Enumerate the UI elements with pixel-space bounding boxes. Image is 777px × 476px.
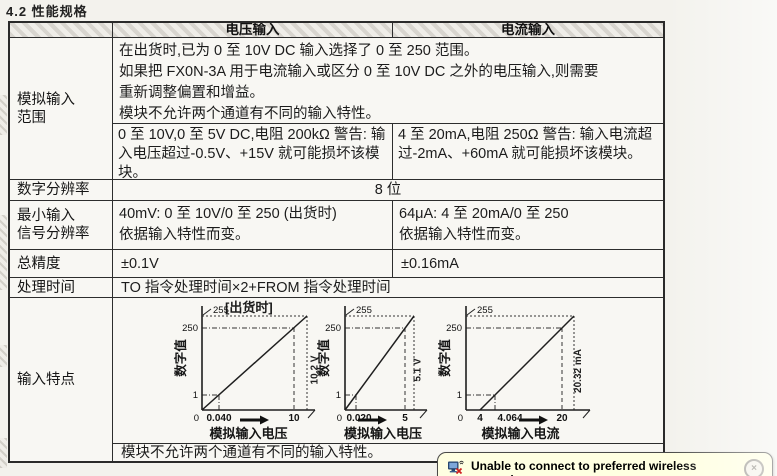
- current-range-warning: 4 至 20mA,电阻 250Ω 警告: 输入电流超过-2mA、+60mA 就可…: [393, 124, 663, 180]
- row-label-analog-input-range: 模拟输入 范围: [10, 38, 113, 180]
- chart-voltage-0-10v: 255 250 1 0 0.040 10 数字值 10.2 V 模拟输入电压: [153, 298, 353, 446]
- ytick-1: 1: [193, 390, 198, 401]
- row-label-digital-resolution: 数字分辨率: [10, 180, 113, 201]
- header-voltage-input: 电压输入: [113, 23, 393, 38]
- y-axis-label: 数字值: [437, 339, 452, 377]
- input-characteristics-charts: [出货时] 255 250 1 0 0.040: [113, 298, 663, 444]
- chart-voltage-0-5v-plot: 255 250 1 0 0.020 5: [325, 305, 428, 425]
- scan-artifact: [0, 438, 7, 468]
- min-input-current: 64μA: 4 至 20mA/0 至 250 依据输入特性而变。: [393, 201, 663, 250]
- ytick-255: 255: [213, 305, 229, 316]
- x-axis-label: 模拟输入电压: [343, 426, 422, 441]
- xtick-4: 4: [477, 413, 483, 424]
- ytick-250: 250: [182, 323, 198, 334]
- scan-artifact: [0, 345, 7, 367]
- row-label-input-characteristics: 输入特点: [10, 298, 113, 461]
- xtick-4064: 4.064: [497, 413, 522, 424]
- chart-voltage-0-5v: 255 250 1 0 0.020 5 数字值 5.1 V 模拟输入电压: [298, 298, 458, 446]
- chart-voltage-0-10v-plot: 255 250 1 0 0.040 10: [182, 305, 316, 425]
- xtick-0040: 0.040: [206, 413, 231, 424]
- notification-balloon[interactable]: Unable to connect to preferred wireless …: [437, 452, 773, 476]
- xtick-20: 20: [556, 413, 568, 424]
- spec-table: 电压输入 电流输入 模拟输入 范围 在出货时,已为 0 至 10V DC 输入选…: [8, 21, 665, 463]
- y-axis-label: 数字值: [173, 339, 188, 377]
- row-label-processing-time: 处理时间: [10, 278, 113, 298]
- x-direction-arrow-icon: [358, 415, 387, 425]
- y-axis-label: 数字值: [316, 339, 331, 377]
- fullscale-annotation: 20.32 mA: [572, 349, 584, 393]
- input-characteristics-note: 模块不允许两个通道有不同的输入特性。: [121, 444, 382, 461]
- xtick-10: 10: [288, 413, 300, 424]
- intro-line: 模块不允许两个通道有不同的输入特性。: [119, 106, 380, 122]
- xtick-0: 0: [458, 413, 463, 424]
- charts-group-title: [出货时]: [225, 300, 273, 315]
- accuracy-voltage: ±0.1V: [113, 250, 393, 278]
- ytick-250: 250: [325, 323, 341, 334]
- ytick-1: 1: [336, 390, 341, 401]
- x-direction-arrow-icon: [240, 415, 269, 425]
- x-axis-label: 模拟输入电流: [481, 426, 560, 441]
- header-current-input: 电流输入: [393, 23, 663, 38]
- digital-resolution-value: 8 位: [113, 180, 663, 201]
- intro-line: 如果把 FX0N-3A 用于电流输入或区分 0 至 10V DC 之外的电压输入…: [119, 64, 599, 80]
- scan-artifact: [0, 95, 7, 135]
- x-direction-arrow-icon: [519, 415, 548, 425]
- voltage-range-warning: 0 至 10V,0 至 5V DC,电阻 200kΩ 警告: 输入电压超过-0.…: [113, 124, 393, 180]
- min-input-voltage: 40mV: 0 至 10V/0 至 250 (出货时) 依据输入特性而变。: [113, 201, 393, 250]
- accuracy-current: ±0.16mA: [393, 250, 663, 278]
- xtick-0: 0: [194, 413, 199, 424]
- chart-current-4-20ma: 255 250 1 0 4 4.064 20 数字值 20.32 mA 模拟输入…: [423, 298, 633, 446]
- x-axis-label: 模拟输入电压: [209, 426, 288, 441]
- intro-line: 在出货时,已为 0 至 10V DC 输入选择了 0 至 250 范围。: [119, 43, 479, 59]
- scan-artifact: [0, 215, 7, 290]
- notification-close-button[interactable]: ×: [744, 459, 764, 476]
- chart-current-4-20ma-plot: 255 250 1 0 4 4.064 20: [446, 305, 591, 425]
- ytick-250: 250: [446, 323, 462, 334]
- processing-time-value: TO 指令处理时间×2+FROM 指令处理时间: [113, 278, 663, 298]
- ytick-255: 255: [477, 305, 493, 316]
- page-title: 4.2 性能规格: [6, 4, 88, 19]
- analog-range-intro: 在出货时,已为 0 至 10V DC 输入选择了 0 至 250 范围。 如果把…: [113, 38, 663, 124]
- xtick-0: 0: [337, 413, 342, 424]
- xtick-5: 5: [402, 413, 408, 424]
- row-label-min-input-resolution: 最小输入 信号分辨率: [10, 201, 113, 250]
- row-label-accuracy: 总精度: [10, 250, 113, 278]
- xtick-0020: 0.020: [346, 413, 371, 424]
- intro-line: 重新调整偏置和增益。: [119, 85, 264, 101]
- header-empty-cell: [10, 23, 113, 38]
- notification-message: Unable to connect to preferred wireless …: [471, 459, 697, 476]
- ytick-1: 1: [457, 390, 462, 401]
- ytick-255: 255: [356, 305, 372, 316]
- wireless-network-error-icon: [448, 460, 464, 475]
